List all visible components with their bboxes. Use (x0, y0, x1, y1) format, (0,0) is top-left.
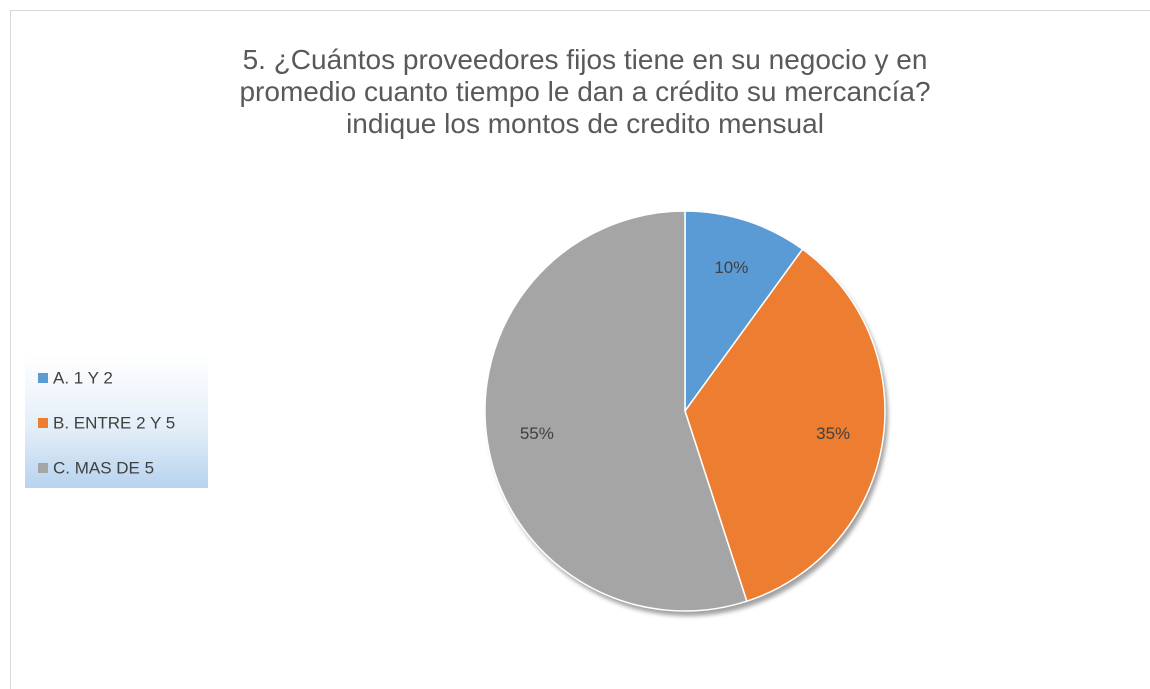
legend-swatch (38, 463, 48, 473)
pie-slice (484, 210, 748, 612)
legend-label: C. MAS DE 5 (53, 458, 154, 477)
data-label: 35% (816, 424, 850, 443)
data-label: 55% (520, 424, 554, 443)
legend-swatch (38, 373, 48, 383)
legend-label: B. ENTRE 2 Y 5 (53, 413, 175, 432)
legend-label: A. 1 Y 2 (53, 368, 113, 387)
chart-title: 5. ¿Cuántos proveedores fijos tiene en s… (239, 44, 931, 139)
pie-slice (684, 210, 804, 414)
data-label: 10% (714, 258, 748, 277)
legend-box (25, 355, 208, 488)
chart-frame (10, 10, 1150, 689)
legend-swatch (38, 418, 48, 428)
pie-slice (684, 248, 886, 603)
